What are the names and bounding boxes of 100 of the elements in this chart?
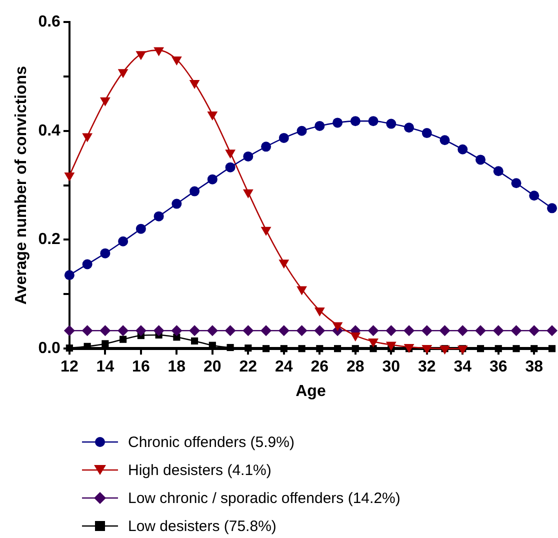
point [82, 133, 93, 142]
point [191, 337, 198, 345]
point [298, 345, 306, 352]
x-tick-label: 14 [96, 358, 114, 376]
point [224, 325, 236, 336]
point [207, 112, 218, 121]
point [548, 345, 556, 352]
x-tick-label: 32 [418, 358, 436, 376]
point [440, 346, 450, 355]
point [314, 307, 325, 316]
point [278, 132, 289, 143]
point [260, 226, 272, 236]
point [352, 345, 359, 352]
legend-label: Low desisters (75.8%) [128, 518, 276, 534]
x-tick-label: 24 [275, 358, 293, 376]
point [64, 325, 75, 336]
point [225, 162, 236, 172]
point [296, 126, 307, 136]
point [262, 345, 270, 352]
point [529, 190, 540, 201]
x-tick-label: 16 [132, 358, 150, 376]
point [439, 325, 450, 336]
point [511, 178, 522, 188]
x-tick-label: 26 [310, 358, 329, 376]
point [82, 325, 93, 336]
point [404, 122, 414, 133]
point [404, 325, 415, 336]
x-tick-label: 20 [204, 358, 222, 376]
point [475, 325, 486, 336]
point [172, 198, 182, 209]
point [171, 325, 182, 336]
point [207, 174, 218, 184]
point [118, 325, 129, 336]
point [457, 346, 468, 355]
point [120, 336, 127, 343]
point [278, 325, 290, 336]
point [278, 260, 290, 269]
point [530, 345, 538, 352]
point [135, 325, 146, 336]
legend-label: Chronic offenders (5.9%) [128, 434, 294, 450]
point [66, 344, 73, 352]
x-tick-label: 18 [168, 358, 186, 376]
point [64, 172, 75, 182]
point [476, 154, 486, 165]
point [296, 286, 307, 296]
point [350, 116, 360, 126]
x-axis-title: Age [296, 382, 326, 400]
point [386, 342, 396, 351]
point [225, 150, 236, 159]
x-tick-label: 36 [489, 358, 508, 376]
point [421, 325, 432, 336]
point [118, 69, 128, 78]
point [243, 151, 254, 162]
point [494, 345, 502, 352]
point [546, 325, 558, 336]
point [492, 325, 504, 336]
point [226, 344, 234, 352]
point [280, 345, 288, 352]
x-tick-label: 34 [454, 358, 472, 376]
point [206, 325, 218, 336]
point [189, 325, 200, 336]
point [368, 338, 378, 348]
point [154, 47, 164, 56]
point [422, 128, 432, 138]
point [316, 345, 324, 352]
point [82, 259, 92, 270]
point [154, 211, 164, 222]
point [100, 97, 110, 106]
point [100, 325, 111, 336]
point [332, 118, 343, 128]
point [510, 325, 522, 336]
point [118, 236, 128, 246]
point [153, 325, 164, 336]
point [100, 248, 110, 258]
y-tick-label: 0.4 [38, 122, 61, 140]
y-tick-label: 0.0 [38, 340, 61, 358]
x-tick-label: 38 [525, 358, 544, 376]
point [350, 332, 361, 342]
point [136, 51, 146, 60]
point [190, 186, 200, 196]
point [189, 80, 200, 89]
point [457, 325, 468, 336]
y-tick-label: 0.2 [38, 231, 61, 248]
point [528, 325, 540, 336]
point [493, 166, 504, 176]
point [314, 120, 325, 131]
point [370, 345, 377, 352]
y-tick-label: 0.6 [38, 13, 61, 30]
point [314, 325, 326, 336]
y-axis-title: Average number of convictions [13, 66, 30, 305]
x-tick-label: 30 [382, 358, 400, 376]
point [440, 135, 450, 146]
x-tick-label: 12 [60, 358, 78, 376]
point [386, 118, 396, 129]
point [296, 325, 308, 336]
x-tick-label: 28 [346, 358, 364, 376]
point [547, 203, 557, 214]
point [368, 116, 378, 126]
legend-label: High desisters (4.1%) [128, 462, 272, 478]
point [261, 142, 272, 152]
